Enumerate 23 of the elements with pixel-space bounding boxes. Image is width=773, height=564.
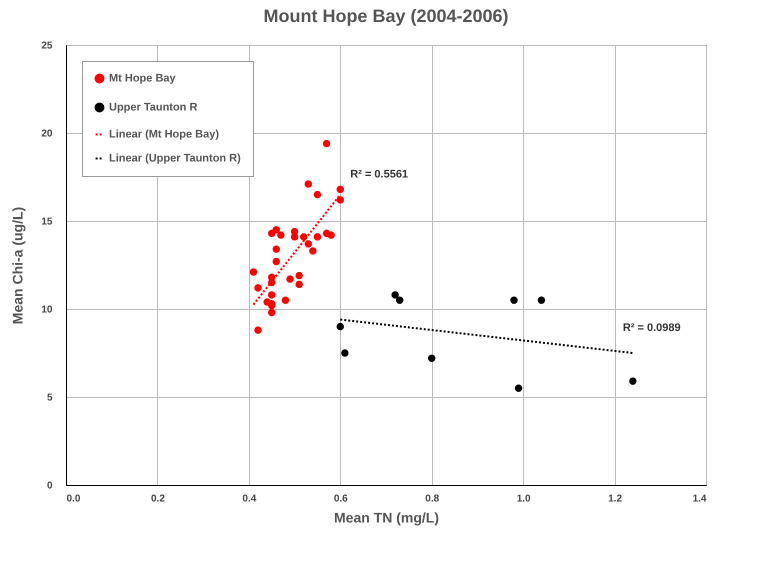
chart-title: Mount Hope Bay (2004-2006) — [263, 6, 509, 26]
legend-label: Linear (Upper Taunton R) — [109, 152, 242, 164]
x-axis-title: Mean TN (mg/L) — [334, 510, 439, 526]
y-tick-label: 15 — [41, 216, 53, 228]
x-tick-label: 1.4 — [692, 494, 707, 504]
legend-label: Mt Hope Bay — [109, 72, 176, 84]
x-tick-label: 0.2 — [150, 494, 166, 504]
y-axis-title: Mean Chi-a (ug/L) — [9, 206, 26, 324]
y-tick-label: 20 — [41, 128, 53, 140]
y-tick-label: 5 — [46, 392, 53, 404]
legend-label: Linear (Mt Hope Bay) — [109, 128, 220, 140]
annotation: R² = 0.0989 — [622, 322, 681, 334]
y-tick-label: 10 — [41, 304, 53, 316]
y-tick-label: 0 — [46, 480, 53, 492]
x-tick-label: 1.0 — [516, 494, 532, 504]
x-tick-label: 1.2 — [608, 494, 622, 504]
legend-label: Upper Taunton R — [109, 102, 198, 114]
y-tick-label: 25 — [41, 40, 53, 52]
x-tick-label: 0.8 — [425, 494, 440, 504]
x-tick-label: 0.0 — [66, 494, 81, 504]
x-tick-label: 0.6 — [334, 494, 348, 504]
x-tick-label: 0.4 — [242, 494, 257, 504]
annotation: R² = 0.5561 — [350, 168, 408, 181]
